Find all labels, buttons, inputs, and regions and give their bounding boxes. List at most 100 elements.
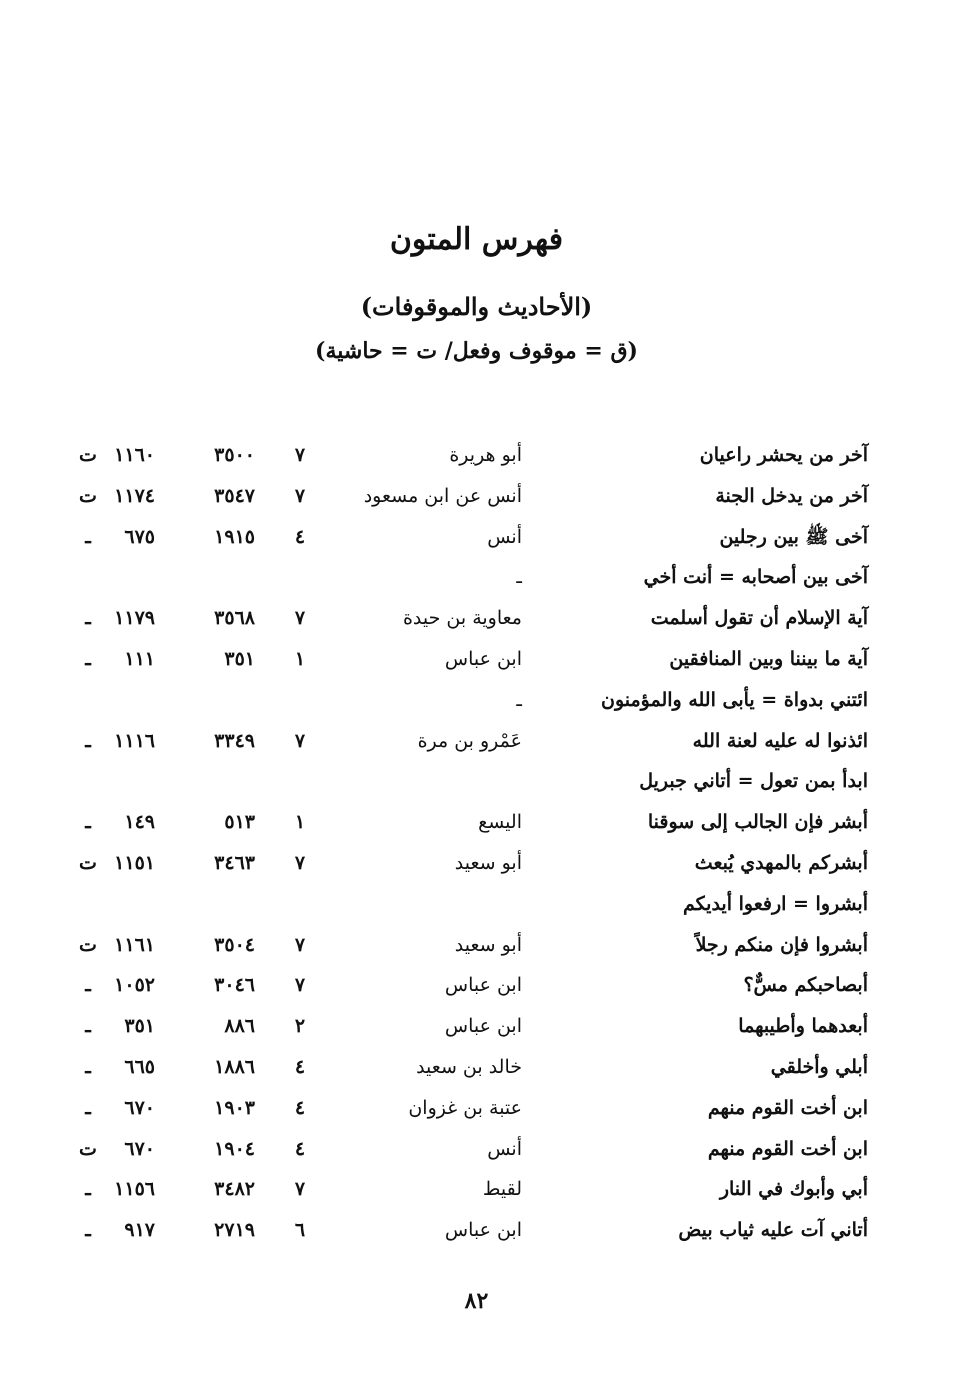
hadith-number: ١٩٠٤	[214, 1137, 255, 1160]
volume-number: ٤	[294, 1096, 306, 1119]
hadith-number: ٣٤٦٣	[214, 852, 255, 874]
table-row: آية الإسلام أن تقول أسلمت معاوية بن حيدة ٧…	[0, 600, 953, 636]
hadith-text: أبشركم بالمهدي يُبعث	[694, 852, 868, 874]
note-mark: ـ	[85, 1178, 91, 1201]
page-ref: ١١٥٦	[114, 1178, 155, 1201]
volume-number: ١	[294, 648, 306, 670]
page-ref: ٦٧٠	[124, 1137, 155, 1160]
volume-number: ٤	[294, 1137, 306, 1160]
hadith-text: ائتني بدواة = يأبى الله والمؤمنون	[600, 688, 868, 711]
volume-number: ٧	[294, 607, 306, 630]
hadith-text: آخى ﷺ بين رجلين	[719, 525, 868, 548]
narrator: عَمْرو بن مرة	[417, 729, 522, 752]
note-mark: ت	[79, 484, 97, 507]
table-row: أبشروا = ارفعوا أيديكم	[0, 886, 953, 922]
page-title: فهرس المتون	[389, 222, 564, 257]
hadith-text: أبصاحبكم مسٌّ؟	[743, 974, 868, 997]
narrator: أنس	[487, 1137, 522, 1160]
hadith-text: أتاني آت عليه ثياب بيض	[678, 1219, 868, 1242]
table-row: أبعدهما وأطيبهما ابن عباس ٢ ٨٨٦ ٣٥١ ـ	[0, 1008, 953, 1044]
page-ref: ١١٦٠	[114, 444, 155, 466]
table-row: آخى بين أصحابه = أنت أخي ـ	[0, 559, 953, 595]
table-row: أبشروا فإن منكم رجلاً أبو سعيد ٧ ٣٥٠٤ ١١٦١ ت	[0, 927, 953, 963]
hadith-text: أبشروا = ارفعوا أيديكم	[683, 892, 868, 915]
volume-number: ٧	[294, 974, 306, 997]
note-mark: ـ	[85, 1015, 91, 1038]
volume-number: ٧	[294, 484, 306, 507]
narrator: ابن عباس	[444, 1015, 522, 1038]
narrator: معاوية بن حيدة	[402, 607, 522, 630]
table-row: ائتني بدواة = يأبى الله والمؤمنون ـ	[0, 682, 953, 718]
page-number: ٨٢	[464, 1288, 489, 1314]
hadith-number: ٥١٣	[224, 811, 255, 834]
page-ref: ٩١٧	[124, 1219, 155, 1242]
note-mark: ـ	[85, 525, 91, 548]
narrator: ـ	[516, 566, 522, 589]
note-mark: ـ	[85, 1219, 91, 1242]
hadith-text: آخى بين أصحابه = أنت أخي	[643, 566, 868, 589]
hadith-number: ٢٧١٩	[214, 1219, 255, 1242]
note-mark: ـ	[85, 1056, 91, 1078]
page-ref: ١١٥١	[114, 852, 155, 874]
hadith-text: أبشر فإن الجالب إلى سوقنا	[647, 811, 868, 834]
narrator: خالد بن سعيد	[416, 1056, 522, 1078]
note-mark: ـ	[85, 811, 91, 834]
volume-number: ٤	[294, 525, 306, 548]
hadith-text: آية الإسلام أن تقول أسلمت	[650, 607, 868, 630]
page-ref: ٦٧٥	[124, 525, 155, 548]
note-mark: ـ	[85, 1096, 91, 1119]
page-ref: ١١٧٤	[114, 484, 155, 507]
hadith-number: ١٩١٥	[214, 525, 255, 548]
volume-number: ٧	[294, 729, 306, 752]
narrator: عتبة بن غزوان	[408, 1096, 522, 1119]
hadith-text: أبي وأبوك في النار	[719, 1178, 868, 1201]
hadith-text: آية ما بيننا وبين المنافقين	[669, 648, 868, 670]
volume-number: ٧	[294, 933, 306, 956]
table-row: آخر من يدخل الجنة أنس عن ابن مسعود ٧ ٣٥٤٧ ١١…	[0, 478, 953, 514]
note-mark: ـ	[85, 607, 91, 630]
hadith-number: ٣٥٤٧	[214, 484, 255, 507]
hadith-text: ائذنوا له عليه لعنة الله	[692, 729, 868, 752]
narrator: أنس	[487, 525, 522, 548]
hadith-text: أبلي وأخلقي	[770, 1056, 868, 1078]
table-row: ابن أخت القوم منهم أنس ٤ ١٩٠٤ ٦٧٠ ت	[0, 1131, 953, 1167]
note-mark: ت	[79, 1137, 97, 1160]
table-row: ائذنوا له عليه لعنة الله عَمْرو بن مرة ٧ ٣٣…	[0, 723, 953, 759]
table-row: آخر من يحشر راعيان أبو هريرة ٧ ٣٥٠٠ ١١٦٠ ت	[0, 437, 953, 473]
narrator: ابن عباس	[444, 648, 522, 670]
table-row: أتاني آت عليه ثياب بيض ابن عباس ٦ ٢٧١٩ ٩١٧ ـ	[0, 1212, 953, 1248]
page-ref: ١١١٦	[114, 729, 155, 752]
page-ref: ٣٥١	[124, 1015, 155, 1038]
table-row: أبشركم بالمهدي يُبعث أبو سعيد ٧ ٣٤٦٣ ١١٥١ ت	[0, 845, 953, 881]
hadith-text: ابن أخت القوم منهم	[707, 1137, 868, 1160]
page-ref: ٦٧٠	[124, 1096, 155, 1119]
table-row: آخى ﷺ بين رجلين أنس ٤ ١٩١٥ ٦٧٥ ـ	[0, 519, 953, 555]
page-subtitle: (الأحاديث والموقوفات)	[360, 292, 593, 321]
narrator: أنس عن ابن مسعود	[363, 484, 522, 507]
hadith-number: ٣٥١	[224, 648, 255, 670]
table-row: أبلي وأخلقي خالد بن سعيد ٤ ١٨٨٦ ٦٦٥ ـ	[0, 1049, 953, 1085]
page-ref: ١١١	[124, 648, 155, 670]
narrator: أبو سعيد	[454, 933, 522, 956]
hadith-number: ١٨٨٦	[214, 1056, 255, 1078]
volume-number: ١	[294, 811, 306, 834]
narrator: لقيط	[482, 1178, 522, 1201]
hadith-text: أبشروا فإن منكم رجلاً	[695, 933, 868, 956]
abbreviation-legend: (ق = موقوف وفعل/ ت = حاشية)	[315, 338, 638, 364]
narrator: ـ	[516, 688, 522, 711]
narrator: أبو سعيد	[454, 852, 522, 874]
note-mark: ـ	[85, 648, 91, 670]
hadith-number: ٣٥٦٨	[214, 607, 255, 630]
hadith-text: أبعدهما وأطيبهما	[738, 1015, 868, 1038]
narrator: ابن عباس	[444, 1219, 522, 1242]
hadith-number: ٨٨٦	[224, 1015, 255, 1038]
page-ref: ١٠٥٢	[114, 974, 155, 997]
volume-number: ٧	[294, 444, 306, 466]
note-mark: ت	[79, 444, 97, 466]
hadith-number: ٣٥٠٠	[214, 444, 255, 466]
volume-number: ٧	[294, 1178, 306, 1201]
volume-number: ٦	[294, 1219, 306, 1242]
page-ref: ٦٦٥	[124, 1056, 155, 1078]
volume-number: ٧	[294, 852, 306, 874]
table-row: أبشر فإن الجالب إلى سوقنا اليسع ١ ٥١٣ ١٤٩ ـ	[0, 804, 953, 840]
